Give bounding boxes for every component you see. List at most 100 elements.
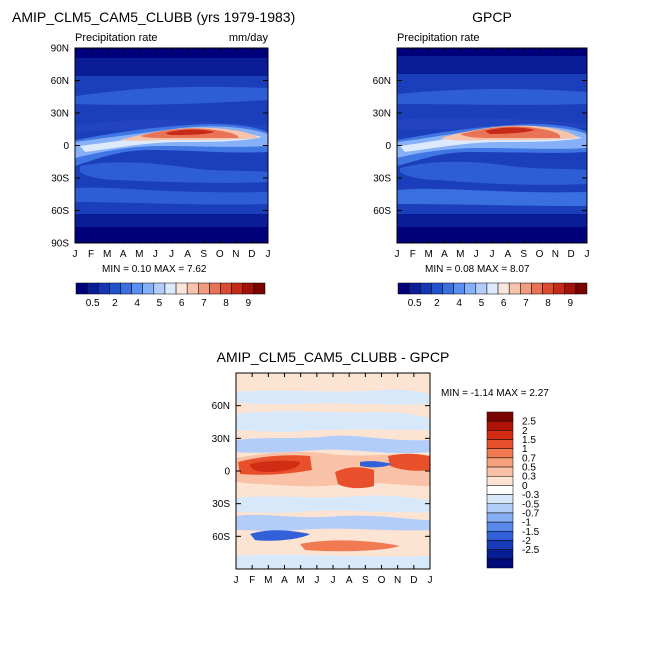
colorbar-swatch (486, 466, 514, 477)
colorbar-swatch (175, 282, 188, 295)
colorbar-label: 6 (179, 298, 185, 309)
colorbar-label: 9 (568, 298, 574, 309)
x-tick-label: D (568, 249, 575, 260)
x-tick-label: J (153, 249, 158, 260)
colorbar-label: 1.5 (522, 435, 536, 446)
colorbar-swatch (464, 282, 477, 295)
colorbar-swatch (442, 282, 454, 295)
colorbar-swatch (231, 282, 244, 295)
colorbar-swatch (97, 282, 110, 295)
colorbar-swatch (453, 282, 465, 295)
colorbar-label: 0.7 (522, 453, 536, 464)
colorbar-swatch (575, 282, 588, 295)
x-tick-label: D (248, 249, 255, 260)
panel-a-map (75, 48, 268, 243)
y-tick-label: 30N (212, 434, 230, 445)
colorbar-swatch (164, 282, 177, 295)
colorbar-swatch (475, 282, 488, 295)
colorbar-label: 0.5 (522, 463, 536, 474)
panel-b-colorbar: 0.5 2 4 5 6 7 8 9 (397, 282, 588, 309)
y-tick-label: 60S (373, 206, 391, 217)
colorbar-label: 6 (501, 298, 507, 309)
x-tick-label: J (585, 249, 590, 260)
panel-c-title: AMIP_CLM5_CAM5_CLUBB - GPCP (217, 349, 450, 365)
y-tick-label: 0 (385, 141, 391, 152)
x-tick-label: J (314, 575, 319, 586)
y-tick-label: 60S (212, 532, 230, 543)
colorbar-swatch (220, 282, 232, 295)
x-tick-label: M (264, 575, 272, 586)
y-tick-label: 0 (63, 141, 69, 152)
colorbar-swatch (120, 282, 132, 295)
colorbar-swatch (497, 282, 510, 295)
colorbar-swatch (508, 282, 521, 295)
panel-b-stats: MIN = 0.08 MAX = 8.07 (425, 264, 530, 275)
x-tick-label: J (474, 249, 479, 260)
y-tick-label: 30S (373, 174, 391, 185)
y-tick-label: 60N (373, 76, 391, 87)
colorbar-swatch (131, 282, 143, 295)
x-tick-label: F (88, 249, 94, 260)
colorbar-label: -0.5 (522, 499, 540, 510)
colorbar-swatch (198, 282, 210, 295)
y-tick-label: 0 (224, 467, 230, 478)
panel-c-map (236, 373, 430, 569)
colorbar-swatch (486, 457, 514, 468)
y-tick-label: 60N (212, 401, 230, 412)
colorbar-swatch (486, 540, 514, 550)
colorbar-swatch (486, 430, 514, 440)
x-tick-label: J (428, 575, 433, 586)
colorbar-swatch (75, 282, 88, 295)
colorbar-swatch (486, 282, 499, 295)
colorbar-label: 7 (523, 298, 529, 309)
colorbar-swatch (542, 282, 554, 295)
x-tick-label: O (378, 575, 386, 586)
colorbar-swatch (531, 282, 543, 295)
x-tick-label: M (135, 249, 143, 260)
x-tick-label: D (410, 575, 417, 586)
x-tick-label: M (456, 249, 464, 260)
x-tick-label: A (346, 575, 353, 586)
y-tick-label: 90N (51, 44, 69, 55)
colorbar-label: 4 (134, 298, 140, 309)
panel-a-title: AMIP_CLM5_CAM5_CLUBB (yrs 1979-1983) (12, 9, 295, 25)
colorbar-swatch (397, 282, 410, 295)
colorbar-swatch (486, 475, 514, 486)
colorbar-label: 5 (479, 298, 485, 309)
colorbar-label: 0.3 (522, 472, 536, 483)
colorbar-swatch (486, 439, 514, 449)
colorbar-label: 0.5 (86, 298, 100, 309)
colorbar-swatch (242, 282, 255, 295)
colorbar-label: 5 (157, 298, 163, 309)
x-tick-label: J (395, 249, 400, 260)
colorbar-swatch (486, 521, 514, 532)
x-tick-label: F (249, 575, 255, 586)
colorbar-swatch (553, 282, 566, 295)
colorbar-label: -2.5 (522, 545, 540, 556)
colorbar-swatch (486, 549, 514, 560)
colorbar-swatch (486, 512, 514, 523)
x-tick-label: N (232, 249, 239, 260)
colorbar-label: 2 (522, 426, 528, 437)
colorbar-label: 8 (223, 298, 229, 309)
panel-b-subtitle: Precipitation rate (397, 32, 480, 44)
panel-c-stats: MIN = -1.14 MAX = 2.27 (441, 388, 549, 399)
panel-a-colorbar: 0.5 2 4 5 6 7 8 9 (75, 282, 266, 309)
colorbar-swatch (142, 282, 155, 295)
y-tick-label: 30S (51, 174, 69, 185)
colorbar-label: 9 (246, 298, 252, 309)
x-tick-label: A (120, 249, 127, 260)
panel-model-precip: AMIP_CLM5_CAM5_CLUBB (yrs 1979-1983) Pre… (12, 9, 295, 309)
colorbar-label: 0.5 (408, 298, 422, 309)
colorbar-swatch (486, 531, 514, 541)
colorbar-label: 4 (456, 298, 462, 309)
colorbar-swatch (86, 282, 99, 295)
x-tick-label: A (184, 249, 191, 260)
panel-b-title: GPCP (472, 9, 512, 25)
x-tick-label: J (331, 575, 336, 586)
x-tick-label: A (504, 249, 511, 260)
colorbar-label: -2 (522, 536, 531, 547)
x-tick-label: A (281, 575, 288, 586)
y-tick-label: 30S (212, 499, 230, 510)
